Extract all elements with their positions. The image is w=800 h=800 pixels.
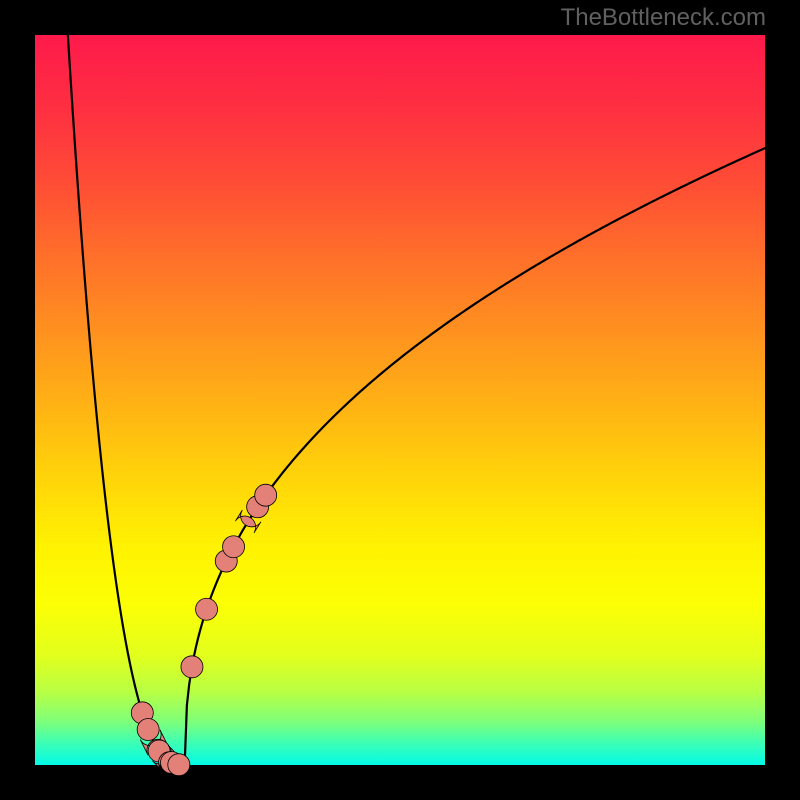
data-marker [137, 719, 159, 741]
data-marker [181, 656, 203, 678]
data-marker [255, 484, 277, 506]
data-marker [168, 754, 190, 776]
attribution-label: TheBottleneck.com [561, 4, 766, 32]
data-marker [196, 598, 218, 620]
data-marker [223, 536, 245, 558]
plot-background [35, 35, 765, 765]
bottleneck-chart [0, 0, 800, 800]
